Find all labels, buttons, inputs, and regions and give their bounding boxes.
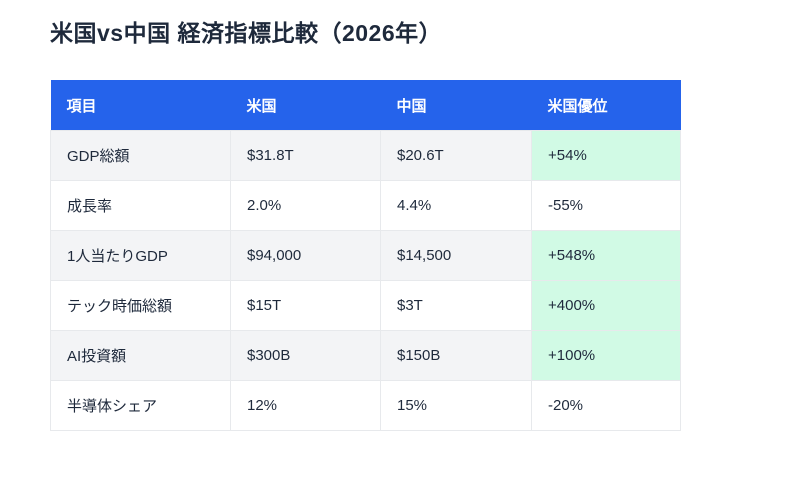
table-row: テック時価総額 $15T $3T +400% bbox=[50, 280, 681, 331]
cell-item: 1人当たりGDP bbox=[50, 230, 231, 281]
header-row: 項目 米国 中国 米国優位 bbox=[50, 80, 681, 131]
cell-advantage: +54% bbox=[531, 130, 681, 181]
cell-us: $300B bbox=[230, 330, 381, 381]
table-row: GDP総額 $31.8T $20.6T +54% bbox=[50, 130, 681, 181]
cell-us: 12% bbox=[230, 380, 381, 431]
cell-item: 成長率 bbox=[50, 180, 231, 231]
table-row: 半導体シェア 12% 15% -20% bbox=[50, 380, 681, 431]
cell-advantage: +400% bbox=[531, 280, 681, 331]
table-row: AI投資額 $300B $150B +100% bbox=[50, 330, 681, 381]
cell-china: 4.4% bbox=[380, 180, 532, 231]
cell-item: テック時価総額 bbox=[50, 280, 231, 331]
cell-us: $31.8T bbox=[230, 130, 381, 181]
page-title: 米国vs中国 経済指標比較（2026年） bbox=[50, 20, 443, 46]
cell-us: 2.0% bbox=[230, 180, 381, 231]
cell-china: $14,500 bbox=[380, 230, 532, 281]
comparison-table: 項目 米国 中国 米国優位 GDP総額 $31.8T $20.6T +54% 成… bbox=[50, 80, 681, 431]
column-header-advantage: 米国優位 bbox=[531, 80, 681, 131]
cell-advantage: +100% bbox=[531, 330, 681, 381]
cell-item: GDP総額 bbox=[50, 130, 231, 181]
cell-advantage: -20% bbox=[531, 380, 681, 431]
cell-item: 半導体シェア bbox=[50, 380, 231, 431]
cell-advantage: +548% bbox=[531, 230, 681, 281]
cell-advantage: -55% bbox=[531, 180, 681, 231]
cell-china: $150B bbox=[380, 330, 532, 381]
table-row: 1人当たりGDP $94,000 $14,500 +548% bbox=[50, 230, 681, 281]
column-header-us: 米国 bbox=[230, 80, 381, 131]
cell-china: $20.6T bbox=[380, 130, 532, 181]
table-body: GDP総額 $31.8T $20.6T +54% 成長率 2.0% 4.4% -… bbox=[50, 130, 681, 431]
table-header: 項目 米国 中国 米国優位 bbox=[50, 80, 681, 131]
cell-us: $15T bbox=[230, 280, 381, 331]
cell-item: AI投資額 bbox=[50, 330, 231, 381]
table-row: 成長率 2.0% 4.4% -55% bbox=[50, 180, 681, 231]
cell-china: $3T bbox=[380, 280, 532, 331]
column-header-item: 項目 bbox=[50, 80, 231, 131]
cell-us: $94,000 bbox=[230, 230, 381, 281]
cell-china: 15% bbox=[380, 380, 532, 431]
column-header-china: 中国 bbox=[380, 80, 532, 131]
